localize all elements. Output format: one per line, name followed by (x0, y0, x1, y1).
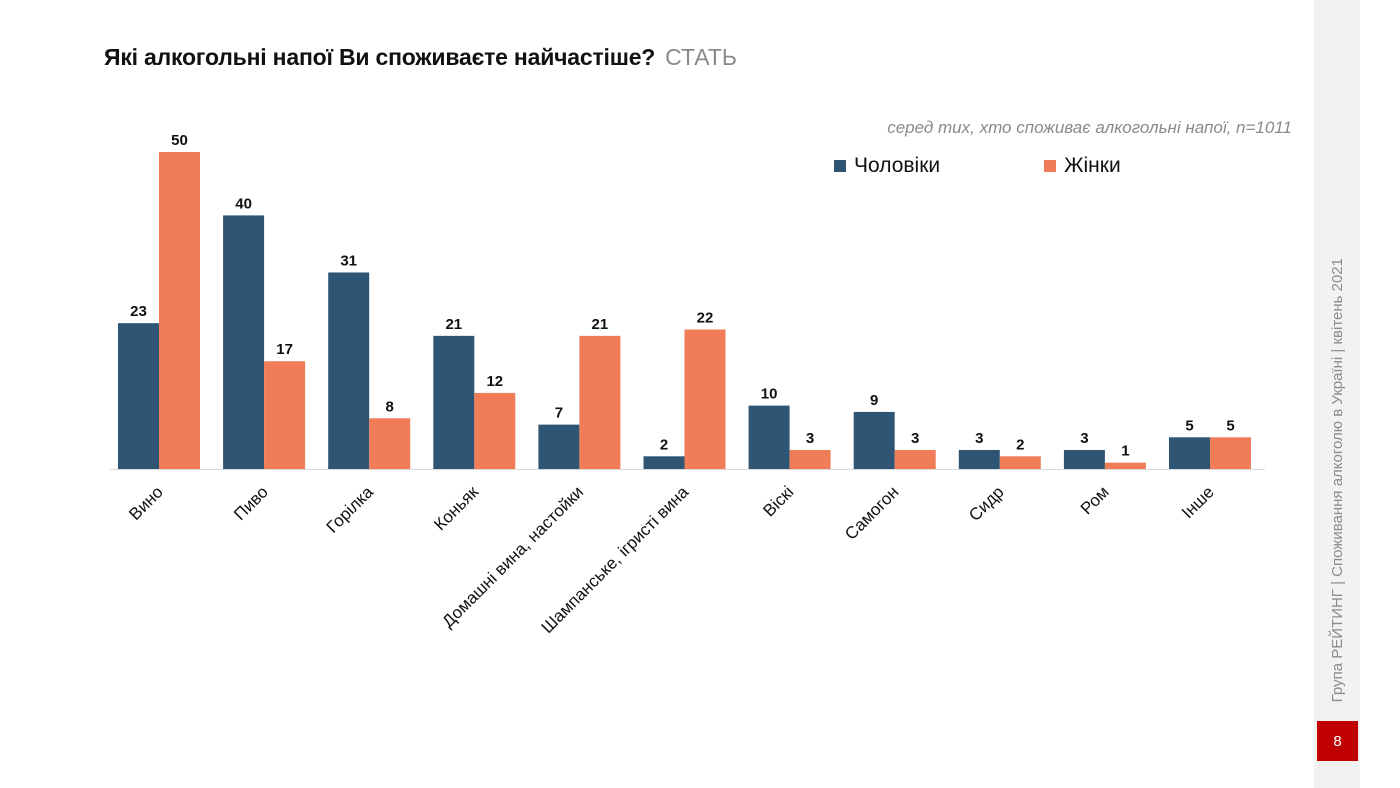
bar-men-7 (853, 411, 895, 469)
side-text-wrap: Група РЕЙТИНГ | Споживання алкоголю в Ук… (1314, 0, 1360, 720)
category-label-0: Вино (125, 482, 166, 523)
data-label-women-5: 22 (697, 310, 714, 327)
category-label-1: Пиво (230, 482, 272, 524)
bar-men-8 (958, 449, 1000, 469)
bar-women-7 (894, 449, 936, 469)
bar-men-2 (328, 272, 370, 469)
chart-subtitle: серед тих, хто споживає алкогольні напої… (887, 118, 1292, 137)
bar-women-10 (1210, 437, 1251, 469)
data-label-men-0: 23 (130, 303, 147, 320)
page-number-badge: 8 (1317, 721, 1358, 761)
page-title: Які алкогольні напої Ви споживаєте найча… (104, 44, 656, 70)
legend-item-women: Жінки (1044, 154, 1121, 178)
data-label-men-4: 7 (555, 405, 563, 422)
bar-men-10 (1169, 437, 1210, 469)
data-label-men-3: 21 (445, 316, 462, 333)
bar-women-0 (159, 152, 200, 469)
data-label-women-10: 5 (1226, 417, 1234, 434)
data-label-women-2: 8 (386, 398, 394, 415)
data-label-women-1: 17 (276, 341, 293, 358)
side-caption: Група РЕЙТИНГ | Споживання алкоголю в Ук… (1328, 257, 1346, 702)
data-label-women-4: 21 (592, 316, 609, 333)
bar-women-5 (684, 329, 726, 469)
legend-item-men: Чоловіки (834, 154, 940, 178)
legend-label-women: Жінки (1064, 154, 1121, 177)
category-label-3: Коньяк (430, 482, 482, 534)
data-label-women-8: 2 (1016, 436, 1024, 453)
data-label-men-6: 10 (761, 386, 778, 403)
bar-men-3 (433, 335, 475, 469)
data-label-men-7: 9 (870, 392, 878, 409)
category-label-10: Інше (1178, 482, 1218, 522)
legend-swatch-men (834, 160, 846, 172)
data-label-women-9: 1 (1121, 443, 1129, 460)
data-label-women-7: 3 (911, 430, 919, 447)
data-label-men-9: 3 (1080, 430, 1088, 447)
bar-women-2 (369, 418, 411, 469)
category-label-9: Ром (1077, 482, 1113, 518)
bar-men-0 (118, 323, 159, 469)
category-label-7: Самогон (841, 482, 902, 543)
side-panel (1314, 0, 1360, 788)
bar-women-1 (264, 361, 306, 469)
data-label-women-0: 50 (171, 132, 188, 149)
bar-women-9 (1104, 462, 1146, 469)
title-row: Які алкогольні напої Ви споживаєте найча… (104, 44, 737, 71)
data-label-men-5: 2 (660, 436, 668, 453)
data-label-women-6: 3 (806, 430, 814, 447)
bar-women-6 (789, 449, 831, 469)
category-label-8: Сидр (965, 482, 1008, 525)
bar-men-6 (748, 405, 790, 469)
bar-men-9 (1063, 449, 1105, 469)
category-label-2: Горілка (323, 482, 378, 537)
data-label-men-1: 40 (235, 195, 252, 212)
bar-women-4 (579, 335, 621, 469)
data-label-men-2: 31 (340, 252, 357, 269)
bar-men-4 (538, 424, 580, 469)
chart-legend: Чоловіки Жінки (834, 154, 1121, 178)
bar-women-3 (474, 392, 516, 469)
bar-women-8 (999, 456, 1041, 469)
data-label-women-3: 12 (486, 373, 503, 390)
bar-men-5 (643, 456, 685, 469)
data-label-men-8: 3 (975, 430, 983, 447)
category-label-6: Віскі (759, 482, 797, 520)
legend-swatch-women (1044, 160, 1057, 172)
title-tag: СТАТЬ (665, 44, 737, 70)
bar-chart: 2350Вино4017Пиво318Горілка2112Коньяк721Д… (110, 132, 1265, 637)
data-label-men-10: 5 (1185, 417, 1193, 434)
legend-label-men: Чоловіки (854, 154, 941, 177)
bar-men-1 (223, 215, 265, 469)
